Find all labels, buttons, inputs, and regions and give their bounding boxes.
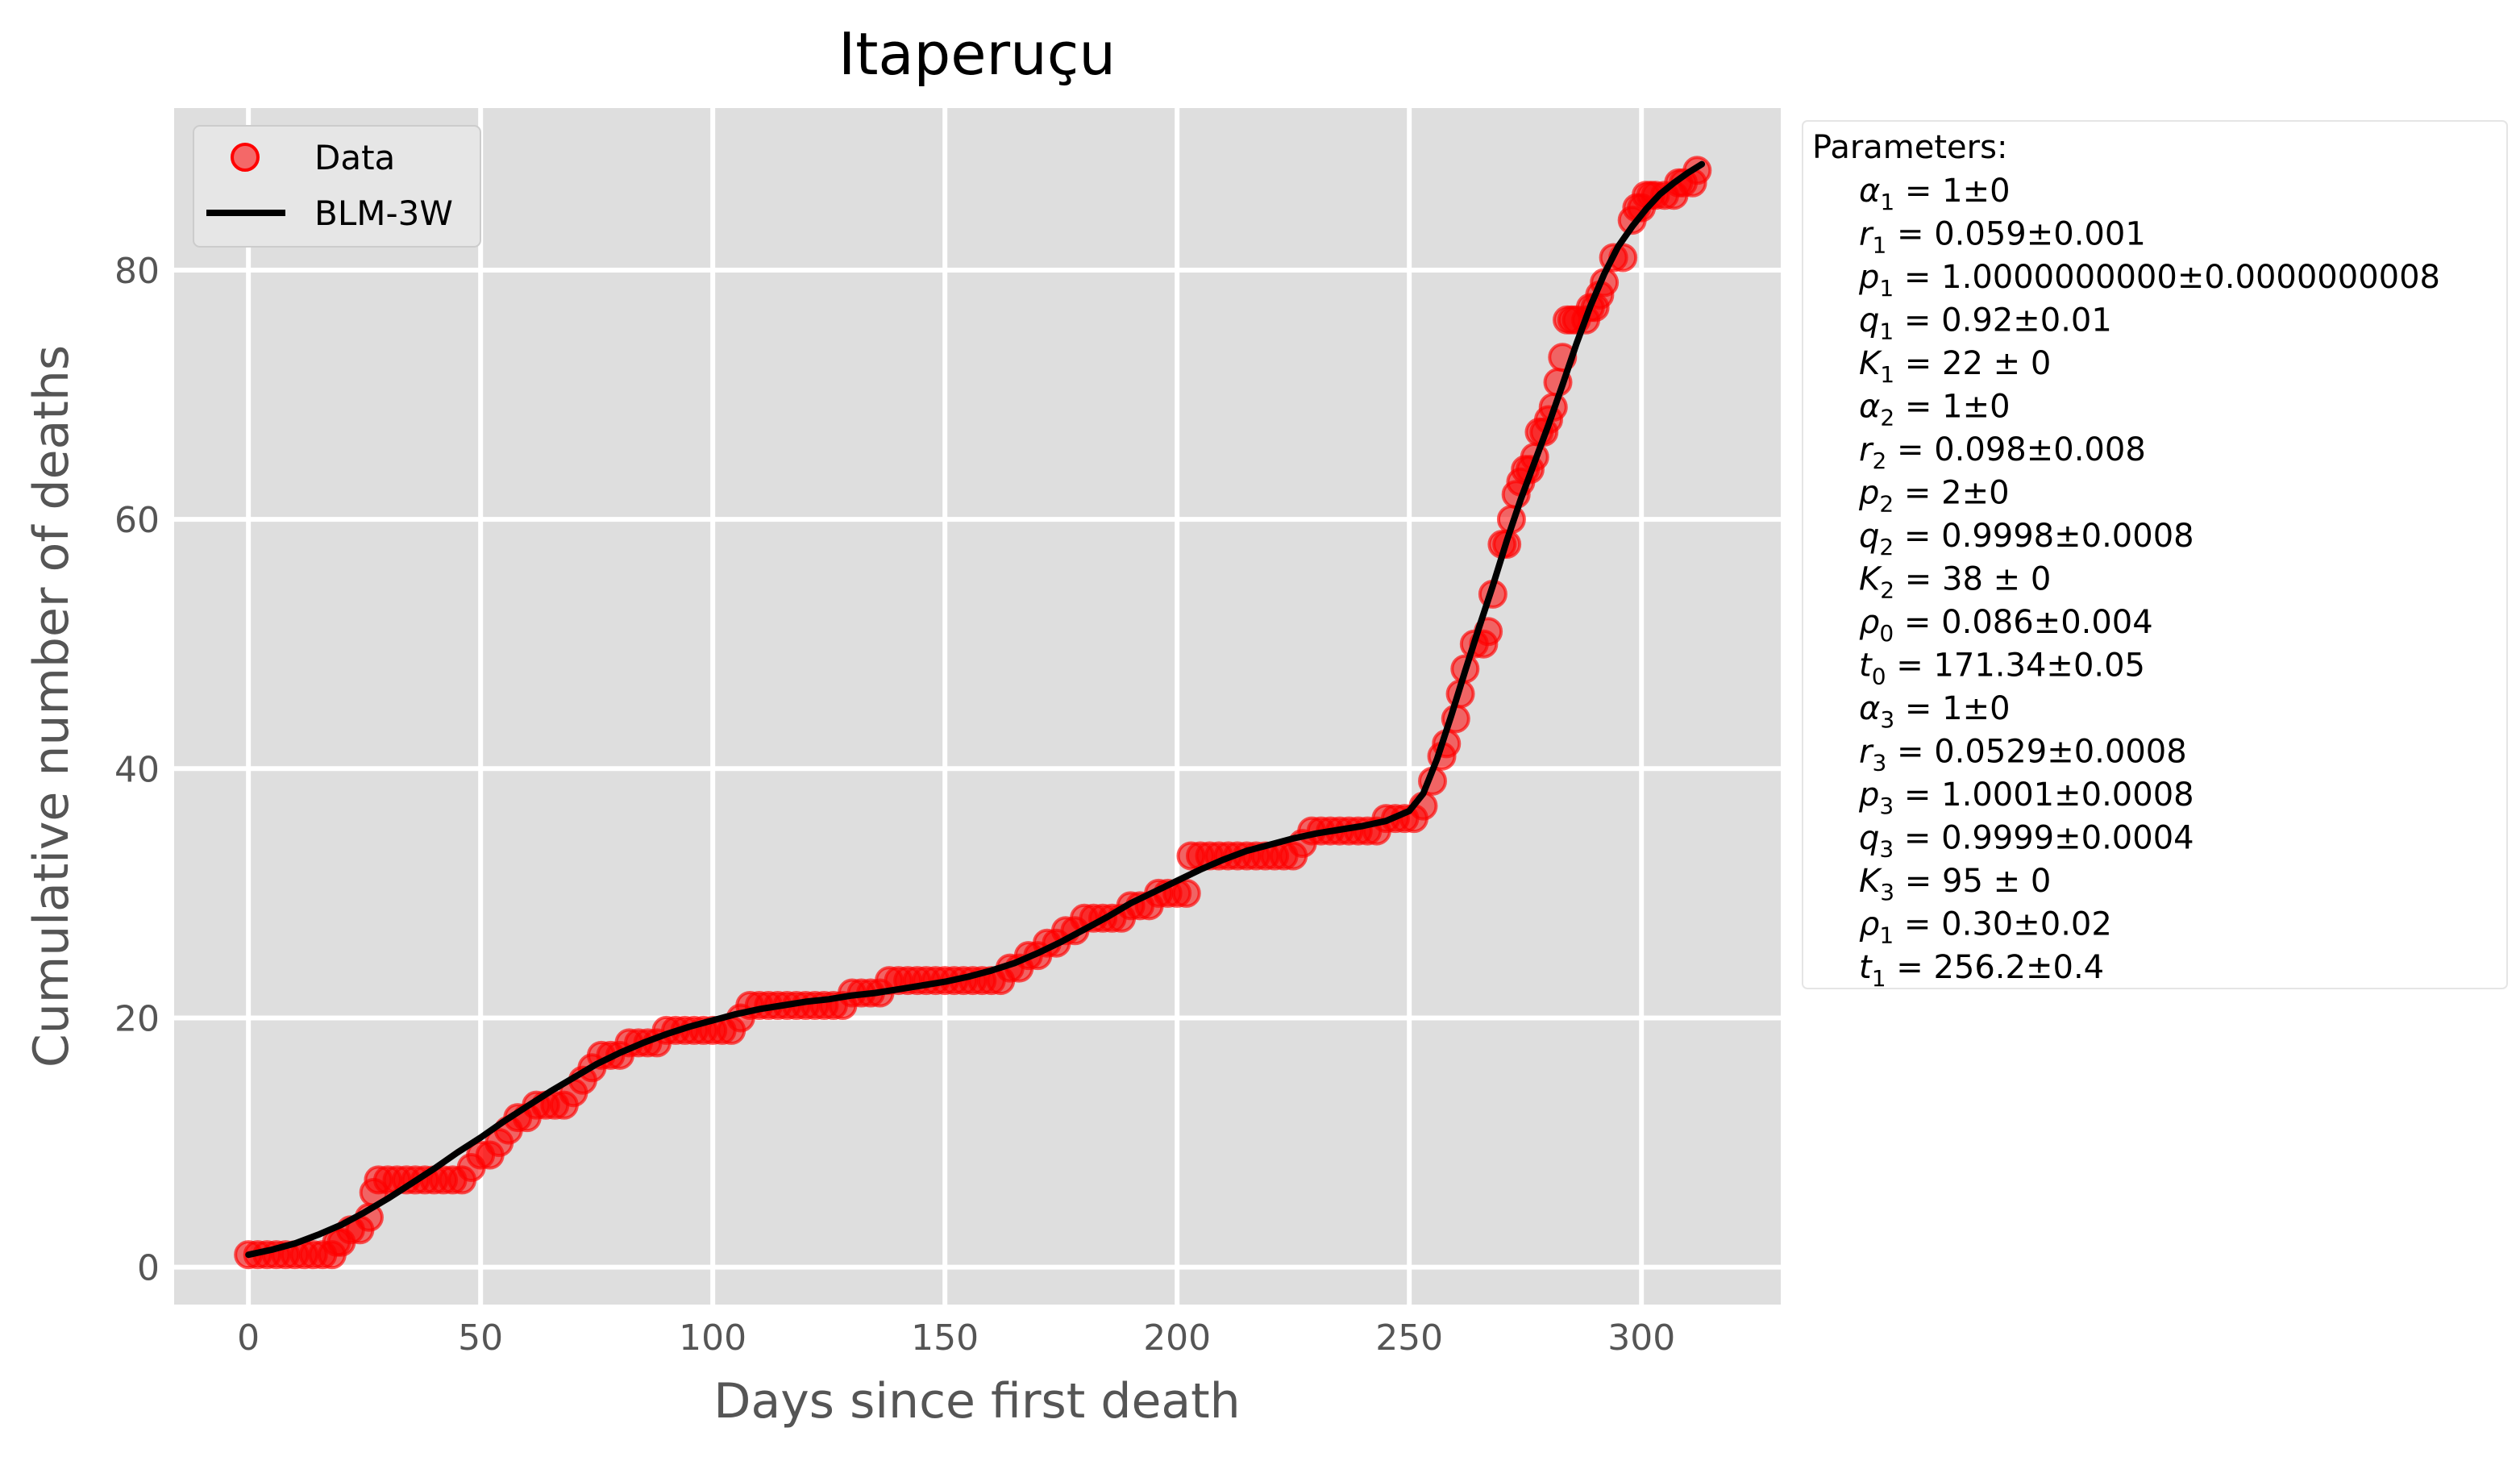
plot-area [174, 108, 1781, 1305]
parameter-line: α1 = 1±0 [1859, 173, 2011, 215]
x-tick-label: 150 [911, 1317, 979, 1359]
legend-data-marker [231, 143, 260, 172]
x-tick-label: 300 [1607, 1317, 1675, 1359]
parameter-line: p3 = 1.0001±0.0008 [1858, 776, 2194, 819]
legend-data-label: Data [314, 138, 395, 177]
y-tick-label: 40 [114, 749, 160, 790]
x-tick-labels: 0 50 100 150 200 250 300 [237, 1317, 1675, 1359]
parameter-line: r3 = 0.0529±0.0008 [1859, 734, 2187, 776]
parameter-line: q2 = 0.9998±0.0008 [1859, 518, 2194, 560]
parameter-line: r2 = 0.098±0.008 [1859, 431, 2146, 474]
parameter-line: p2 = 2±0 [1858, 475, 2010, 518]
x-tick-label: 250 [1375, 1317, 1443, 1359]
parameter-line: t0 = 171.34±0.05 [1859, 647, 2145, 690]
fit-line [245, 160, 1706, 1259]
y-axis-label: Cumulative number of deaths [23, 345, 80, 1068]
legend-fit-label: BLM-3W [314, 194, 453, 233]
parameter-line: q3 = 0.9999±0.0004 [1859, 820, 2194, 863]
grid-lines [174, 108, 1781, 1305]
parameter-line: α3 = 1±0 [1859, 690, 2011, 733]
parameter-line: p1 = 1.0000000000±0.0000000008 [1858, 259, 2440, 302]
parameter-line: t1 = 256.2±0.4 [1859, 949, 2104, 992]
fit-series [245, 160, 1706, 1259]
parameters-box [1802, 120, 2508, 989]
y-tick-label: 60 [114, 500, 160, 541]
parameter-line: K1 = 22 ± 0 [1859, 345, 2051, 388]
parameter-line: q1 = 0.92±0.01 [1859, 302, 2112, 345]
y-tick-label: 20 [114, 998, 160, 1039]
parameters-heading: Parameters: [1812, 129, 2007, 166]
parameter-line: ρ0 = 0.086±0.004 [1859, 604, 2153, 647]
parameter-line: K3 = 95 ± 0 [1859, 863, 2051, 905]
x-tick-label: 100 [679, 1317, 746, 1359]
data-point [1171, 878, 1201, 908]
parameter-line: r1 = 0.059±0.001 [1859, 216, 2146, 259]
x-axis-label: Days since first death [713, 1373, 1240, 1430]
legend: Data BLM-3W [193, 125, 481, 248]
parameter-line: ρ1 = 0.30±0.02 [1859, 906, 2112, 949]
x-tick-label: 0 [237, 1317, 260, 1359]
y-tick-label: 0 [137, 1248, 160, 1289]
y-tick-labels: 0 20 40 60 80 [114, 251, 160, 1289]
chart-title: Itaperuçu [838, 20, 1116, 88]
y-tick-label: 80 [114, 251, 160, 292]
x-tick-label: 50 [458, 1317, 503, 1359]
parameter-line: K2 = 38 ± 0 [1859, 561, 2051, 604]
legend-box [193, 125, 481, 248]
parameter-line: α2 = 1±0 [1859, 389, 2011, 431]
x-tick-label: 200 [1143, 1317, 1211, 1359]
